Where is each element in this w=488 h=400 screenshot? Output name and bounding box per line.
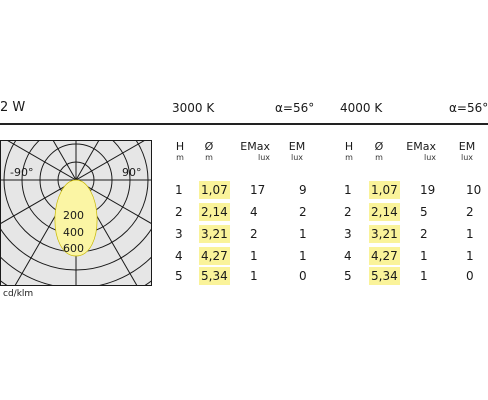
col-header-em: EM lux — [286, 141, 308, 163]
cell-emax-g1-r4: 1 — [250, 249, 258, 263]
col-header-h-b-label: H — [344, 140, 354, 153]
cell-d-g2-r1: 1,07 — [369, 181, 400, 199]
cell-h-g2-r5: 5 — [344, 269, 352, 283]
col-header-diameter: Ø m — [196, 141, 222, 163]
beam-angle-3000k: α=56° — [275, 101, 315, 115]
cell-h-g1-r1: 1 — [175, 183, 183, 197]
col-header-em-b-label: EM — [458, 140, 476, 153]
cell-em-g2-r5: 0 — [466, 269, 474, 283]
cell-emax-g2-r2: 5 — [420, 205, 428, 219]
cell-em-g1-r2: 2 — [299, 205, 307, 219]
cell-d-g1-r1: 1,07 — [199, 181, 230, 199]
cell-emax-g1-r1: 17 — [250, 183, 266, 197]
cell-d-g2-r2: 2,14 — [369, 203, 400, 221]
cell-emax-g1-r2: 4 — [250, 205, 258, 219]
col-header-diameter-b-label: Ø — [374, 140, 384, 153]
polar-light-distribution-diagram — [0, 140, 152, 286]
cell-emax-g2-r5: 1 — [420, 269, 428, 283]
cell-em-g1-r5: 0 — [299, 269, 307, 283]
ring-label-600: 600 — [63, 242, 84, 255]
cell-h-g2-r1: 1 — [344, 183, 352, 197]
col-header-emax-b-label: EMax — [406, 140, 436, 153]
cell-h-g1-r4: 4 — [175, 249, 183, 263]
cell-em-g2-r2: 2 — [466, 205, 474, 219]
cell-h-g1-r3: 3 — [175, 227, 183, 241]
cell-em-g2-r3: 1 — [466, 227, 474, 241]
beam-angle-4000k: α=56° — [449, 101, 488, 115]
col-header-h-label: H — [175, 140, 185, 153]
intensity-unit-label: cd/klm — [3, 289, 34, 299]
col-header-diameter-label: Ø — [204, 140, 214, 153]
intensity-curve — [54, 179, 98, 257]
cell-d-g2-r5: 5,34 — [369, 267, 400, 285]
cell-emax-g2-r4: 1 — [420, 249, 428, 263]
col-header-em-b: EM lux — [456, 141, 478, 163]
cell-d-g1-r3: 3,21 — [199, 225, 230, 243]
col-header-emax-b: EMax lux — [402, 141, 436, 163]
cell-h-g1-r2: 2 — [175, 205, 183, 219]
cct-3000k-label: 3000 K — [172, 101, 215, 115]
cct-4000k-label: 4000 K — [340, 101, 383, 115]
cell-h-g2-r3: 3 — [344, 227, 352, 241]
cell-h-g2-r2: 2 — [344, 205, 352, 219]
col-header-em-label: EM — [288, 140, 306, 153]
cell-em-g1-r4: 1 — [299, 249, 307, 263]
ring-label-200: 200 — [63, 209, 84, 222]
cell-em-g2-r4: 1 — [466, 249, 474, 263]
col-header-h-unit: m — [176, 153, 184, 162]
angle-left-label: -90° — [10, 166, 34, 179]
col-header-emax: EMax lux — [236, 141, 270, 163]
cell-d-g1-r5: 5,34 — [199, 267, 230, 285]
cell-d-g1-r2: 2,14 — [199, 203, 230, 221]
col-header-emax-b-unit: lux — [423, 153, 436, 162]
col-header-emax-unit: lux — [257, 153, 270, 162]
col-header-em-unit: lux — [290, 153, 304, 162]
col-header-em-b-unit: lux — [460, 153, 474, 162]
cell-h-g2-r4: 4 — [344, 249, 352, 263]
col-header-diameter-b: Ø m — [366, 141, 392, 163]
col-header-diameter-b-unit: m — [375, 153, 383, 162]
product-power-title: 2 W — [0, 100, 26, 115]
cell-em-g2-r1: 10 — [466, 183, 482, 197]
cell-d-g1-r4: 4,27 — [199, 247, 230, 265]
col-header-h: H m — [170, 141, 190, 163]
col-header-h-b-unit: m — [345, 153, 353, 162]
cell-emax-g2-r3: 2 — [420, 227, 428, 241]
cell-d-g2-r3: 3,21 — [369, 225, 400, 243]
col-header-emax-label: EMax — [240, 140, 270, 153]
cell-em-g1-r1: 9 — [299, 183, 307, 197]
cell-d-g2-r4: 4,27 — [369, 247, 400, 265]
ring-label-400: 400 — [63, 226, 84, 239]
angle-right-label: 90° — [122, 166, 142, 179]
header-rule — [0, 123, 488, 125]
cell-h-g1-r5: 5 — [175, 269, 183, 283]
cell-emax-g1-r5: 1 — [250, 269, 258, 283]
cell-emax-g2-r1: 19 — [420, 183, 436, 197]
cell-em-g1-r3: 1 — [299, 227, 307, 241]
polar-frame — [0, 140, 152, 286]
col-header-h-b: H m — [339, 141, 359, 163]
cell-emax-g1-r3: 2 — [250, 227, 258, 241]
col-header-diameter-unit: m — [205, 153, 213, 162]
